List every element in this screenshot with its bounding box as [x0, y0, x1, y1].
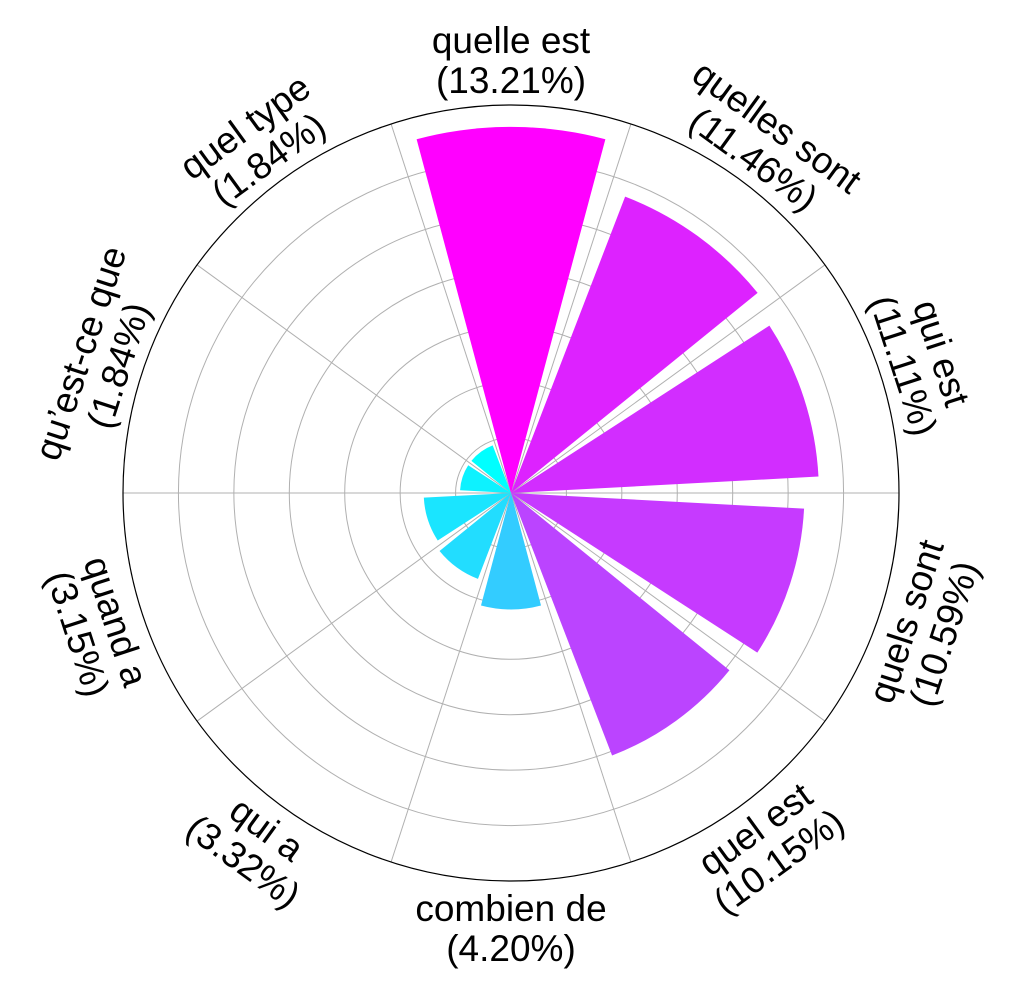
- category-name: combien de: [415, 888, 606, 929]
- bar-qui-est: [511, 325, 819, 493]
- category-label: qu’est-ce que(1.84%): [27, 241, 158, 465]
- grid-spoke: [510, 264, 826, 494]
- outer-circle: [122, 104, 900, 882]
- bar-quelles-sont: [511, 196, 758, 494]
- category-label: quels sont(10.59%): [861, 534, 987, 711]
- category-name: quelle est: [432, 20, 591, 61]
- bar-qu-est-ce-que: [460, 465, 511, 493]
- category-label: qui a(3.32%): [179, 789, 312, 916]
- category-label: quand a(3.15%): [38, 551, 156, 701]
- outer-frame: [122, 104, 900, 882]
- bar-qui-a: [439, 493, 511, 579]
- polar-grid: [123, 123, 899, 863]
- bar-quel-type: [471, 445, 511, 493]
- category-percent: (4.20%): [446, 928, 576, 969]
- category-label: quel type(1.84%): [172, 66, 333, 214]
- category-label: combien de(4.20%): [415, 888, 606, 969]
- category-label: quel est(10.15%): [691, 774, 852, 922]
- category-label: quelles sont(11.46%): [682, 52, 870, 219]
- grid-spoke: [510, 123, 632, 494]
- bar-combien-de: [480, 493, 542, 610]
- grid-spoke: [510, 492, 826, 722]
- bar-quand-a: [423, 493, 511, 541]
- category-label: qui est(11.11%): [861, 290, 977, 440]
- bar-quelle-est: [416, 126, 606, 493]
- grid-spoke: [196, 264, 512, 494]
- grid-spoke: [390, 492, 512, 863]
- grid-spoke: [510, 492, 632, 863]
- grid-spoke: [390, 123, 512, 494]
- category-label: quelle est(13.21%): [432, 20, 591, 101]
- grid-spoke: [196, 492, 512, 722]
- bar-quel-est: [511, 493, 730, 756]
- category-percent: (13.21%): [436, 60, 586, 101]
- bars: [416, 126, 819, 756]
- bar-quels-sont: [511, 493, 805, 653]
